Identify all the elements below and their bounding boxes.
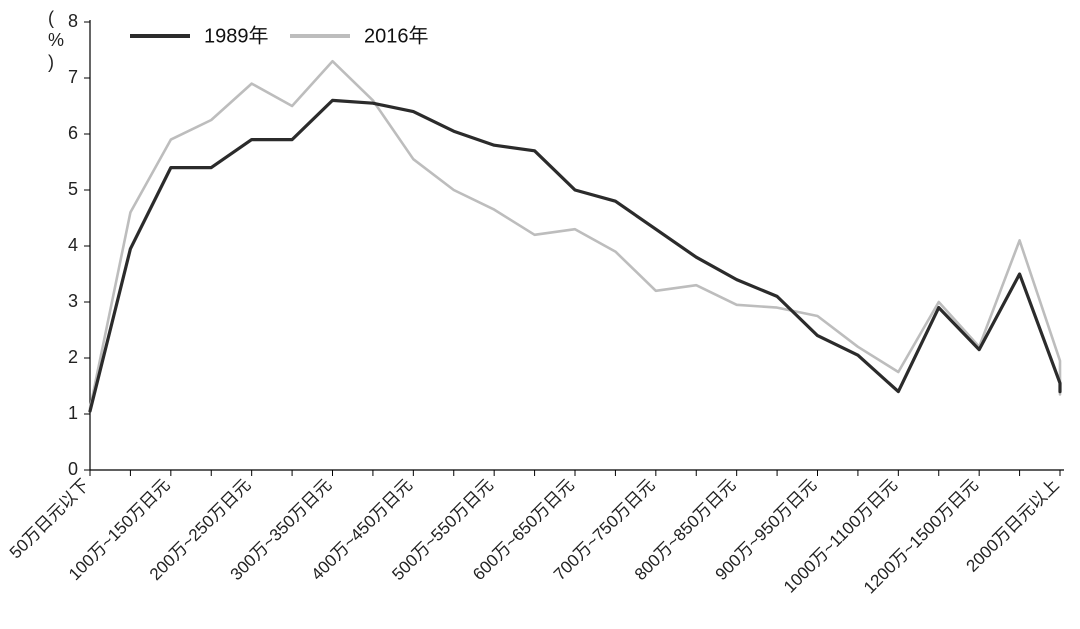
- y-tick-label: 2: [68, 347, 78, 367]
- series-1989年: [90, 100, 1060, 411]
- y-tick-label: 3: [68, 291, 78, 311]
- legend-label: 2016年: [364, 24, 429, 47]
- y-tick-label: 8: [68, 11, 78, 31]
- chart-svg: 012345678(%)50万日元以下100万~150万日元200万~250万日…: [0, 0, 1080, 629]
- y-tick-label: 6: [68, 123, 78, 143]
- svg-text:%: %: [48, 30, 64, 50]
- y-tick-label: 4: [68, 235, 78, 255]
- legend-label: 1989年: [204, 24, 269, 47]
- y-tick-label: 1: [68, 403, 78, 423]
- y-tick-label: 5: [68, 179, 78, 199]
- x-tick-label: 50万日元以下: [6, 475, 93, 562]
- income-distribution-chart: 012345678(%)50万日元以下100万~150万日元200万~250万日…: [0, 0, 1080, 629]
- y-unit-label: (%): [48, 8, 64, 72]
- y-tick-label: 7: [68, 67, 78, 87]
- y-tick-label: 0: [68, 459, 78, 479]
- svg-text:): ): [48, 52, 54, 72]
- svg-text:(: (: [48, 8, 54, 28]
